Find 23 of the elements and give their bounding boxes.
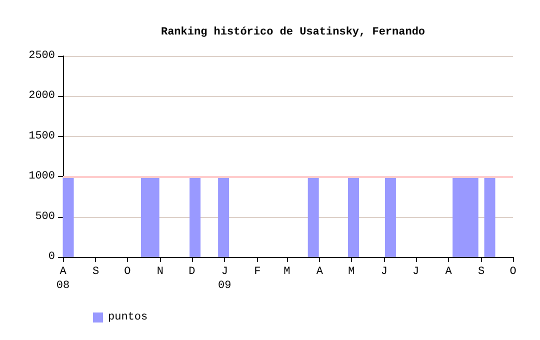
x-tick-label: O [510, 266, 517, 278]
x-tick-label: M [284, 266, 290, 278]
y-tick-label: 0 [48, 251, 55, 263]
x-tick-label: N [156, 266, 164, 278]
x-tick-label: J [412, 266, 420, 278]
x-tick-label: D [188, 266, 196, 278]
x-tick-label: F [254, 266, 261, 278]
x-tick-label: J 09 [218, 266, 232, 292]
y-tick-label: 500 [35, 210, 55, 223]
y-tick-label: 2000 [28, 90, 55, 102]
x-tick-label: O [124, 266, 132, 278]
y-tick-label: 1000 [28, 170, 55, 183]
y-tick-label: 2500 [28, 50, 55, 62]
x-tick-label: S [478, 266, 486, 278]
x-tick-label: A [316, 266, 324, 278]
x-tick-label: J [380, 266, 388, 278]
legend-label: puntos [108, 312, 148, 324]
chart-title: Ranking histórico de Usatinsky, Fernando [160, 26, 426, 38]
x-tick-label: A 08 [56, 266, 70, 292]
y-tick-label: 1500 [28, 130, 55, 142]
x-tick-label: A [445, 266, 452, 278]
x-tick-label: M [348, 266, 355, 278]
x-tick-label: S [92, 266, 100, 278]
